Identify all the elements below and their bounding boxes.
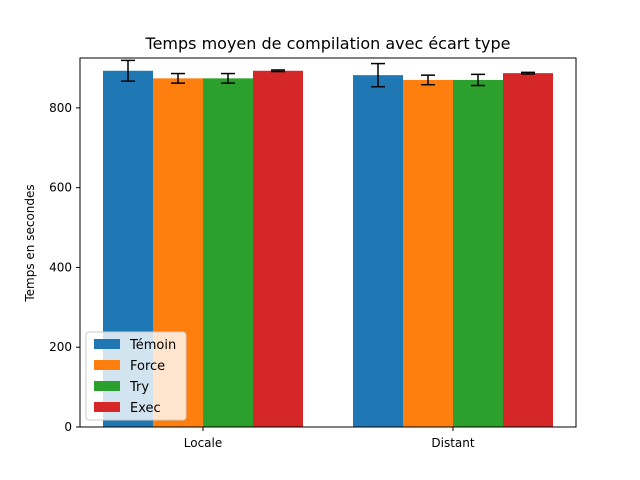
bar-force-distant bbox=[403, 79, 453, 427]
bar-try-distant bbox=[453, 79, 503, 427]
chart-title: Temps moyen de compilation avec écart ty… bbox=[145, 34, 511, 53]
error-bars-layer bbox=[121, 59, 535, 88]
legend-item-try: Try bbox=[94, 380, 149, 395]
legend-swatch bbox=[94, 381, 120, 391]
error-bar-exec-locale bbox=[271, 69, 285, 73]
legend-swatch bbox=[94, 360, 120, 370]
y-tick-label: 0 bbox=[64, 420, 72, 434]
legend-label: Témoin bbox=[129, 338, 176, 353]
legend-item-exec: Exec bbox=[94, 401, 161, 416]
error-bar-exec-distant bbox=[521, 71, 535, 75]
error-bar-force-locale bbox=[171, 72, 185, 84]
bar-exec-distant bbox=[503, 73, 553, 427]
legend-swatch bbox=[94, 339, 120, 349]
y-tick-label: 600 bbox=[49, 181, 72, 195]
legend-item-témoin: Témoin bbox=[94, 338, 176, 353]
y-tick-label: 200 bbox=[49, 340, 72, 354]
y-tick-label: 800 bbox=[49, 101, 72, 115]
y-tick-label: 400 bbox=[49, 260, 72, 274]
legend-label: Force bbox=[130, 359, 165, 374]
bar-exec-locale bbox=[253, 70, 303, 427]
x-tick-label: Locale bbox=[184, 436, 222, 450]
legend-label: Exec bbox=[130, 401, 161, 416]
error-bar-témoin-distant bbox=[371, 62, 385, 88]
plot-frame bbox=[79, 57, 577, 428]
legend-box bbox=[85, 331, 187, 421]
x-axis: Locale Distant bbox=[184, 427, 475, 450]
error-bar-try-distant bbox=[471, 73, 485, 87]
error-bar-force-distant bbox=[421, 74, 435, 86]
bar-try-locale bbox=[203, 78, 253, 428]
y-axis: 0 200 400 600 800 bbox=[49, 101, 80, 434]
legend-label: Try bbox=[129, 380, 149, 395]
legend-swatch bbox=[94, 402, 120, 412]
legend: Témoin Force Try Exec bbox=[85, 331, 187, 421]
error-bar-try-locale bbox=[221, 72, 235, 84]
bar-témoin-distant bbox=[353, 75, 403, 428]
y-axis-label: Temps en secondes bbox=[23, 184, 37, 302]
error-bar-témoin-locale bbox=[121, 59, 135, 82]
legend-item-force: Force bbox=[94, 359, 165, 374]
bars-layer bbox=[103, 70, 553, 428]
x-tick-label: Distant bbox=[431, 436, 474, 450]
